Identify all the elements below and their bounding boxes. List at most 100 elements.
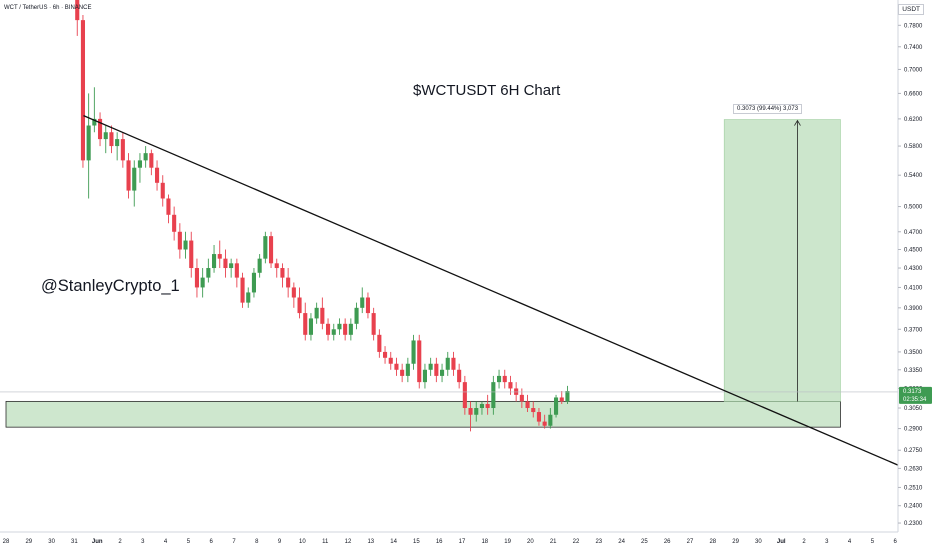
time-tick-label: 24 <box>618 539 625 545</box>
time-tick-label: 27 <box>687 539 694 545</box>
time-tick-label: 12 <box>345 539 352 545</box>
time-tick-label: 28 <box>709 539 716 545</box>
candle-body <box>519 394 524 402</box>
last-price-text: 0.3173 <box>903 389 922 395</box>
candle-body <box>331 329 336 335</box>
chart-title: $WCTUSDT 6H Chart <box>413 82 561 99</box>
candle-body <box>246 292 251 303</box>
price-tick-label: 0.2400 <box>904 504 923 510</box>
candle-body <box>388 357 393 364</box>
time-tick-label: 22 <box>573 539 580 545</box>
author-handle: @StanleyCrypto_1 <box>41 277 180 295</box>
candle-body <box>548 414 553 426</box>
candle-body <box>502 375 507 383</box>
candle-body <box>531 408 536 413</box>
candle-body <box>160 182 165 199</box>
time-tick-label: 13 <box>367 539 374 545</box>
candle-body <box>394 363 399 370</box>
time-tick-label: 31 <box>71 539 78 545</box>
time-tick-label: Jul <box>777 539 786 545</box>
candle-body <box>223 258 228 269</box>
candle-body <box>268 236 274 264</box>
candle-body <box>462 382 467 409</box>
candle-body <box>120 139 125 161</box>
price-tick-label: 0.5400 <box>904 173 923 179</box>
candle-body <box>149 153 154 168</box>
countdown-text: 02:35:34 <box>903 397 927 403</box>
candle-body <box>468 408 473 415</box>
time-tick-label: 30 <box>48 539 55 545</box>
candle-body <box>229 263 234 269</box>
price-tick-label: 0.4300 <box>904 266 923 272</box>
candle-body <box>211 254 217 269</box>
price-tick-label: 0.3900 <box>904 306 923 312</box>
candle-body <box>457 369 462 383</box>
candle-body <box>234 263 239 278</box>
candle-body <box>496 375 502 383</box>
candle-body <box>422 369 428 383</box>
price-tick-label: 0.3350 <box>904 368 923 374</box>
time-tick-label: 6 <box>210 539 214 545</box>
time-tick-label: 23 <box>595 539 602 545</box>
candle-body <box>177 231 182 250</box>
candle-body <box>240 277 245 303</box>
candle-body <box>405 363 410 376</box>
price-tick-label: 0.2750 <box>904 448 923 454</box>
candle-body <box>291 287 296 298</box>
candle-body <box>525 401 530 409</box>
candle-body <box>553 397 559 415</box>
time-axis[interactable]: 28 29 30 31 Jun 2 3 4 5 6 7 8 9 10 11 12 13 14 15 16 17 18 19 2… <box>0 531 898 545</box>
candle-body <box>400 369 405 376</box>
candle-body <box>325 323 331 335</box>
candle-body <box>360 297 365 308</box>
time-tick-label: 5 <box>871 539 875 545</box>
price-tick-label: 0.7000 <box>904 67 923 73</box>
time-tick-label: 5 <box>187 539 191 545</box>
price-tick-label: 0.6200 <box>904 117 923 123</box>
price-axis[interactable]: 0.7800 0.7400 0.7000 0.6600 0.6200 0.5800 0.54… <box>897 0 932 550</box>
candle-body <box>451 357 456 370</box>
candle-body <box>348 323 353 335</box>
candle-body <box>417 340 422 383</box>
candle-body <box>536 412 542 422</box>
time-tick-label: 16 <box>436 539 443 545</box>
candle-body <box>126 160 131 191</box>
time-tick-label: 9 <box>278 539 282 545</box>
chart-zones <box>5 119 841 428</box>
symbol-header[interactable]: WCT / TetherUS · 6h · BINANCE <box>4 5 92 11</box>
price-tick-label: 0.3050 <box>904 406 923 412</box>
candle-body <box>308 318 314 335</box>
time-tick-label: 21 <box>550 539 557 545</box>
candle-body <box>508 382 513 389</box>
time-tick-label: 30 <box>755 539 762 545</box>
price-tick-label: 0.4500 <box>904 248 923 254</box>
price-tick-label: 0.2300 <box>904 521 923 527</box>
time-tick-label: 3 <box>141 539 145 545</box>
candle-body <box>303 313 308 335</box>
candle-body <box>97 118 103 140</box>
chart-lines <box>0 115 903 468</box>
time-tick-label: 10 <box>299 539 306 545</box>
candle-body <box>439 369 445 376</box>
currency-label[interactable]: USDT <box>898 4 924 15</box>
candle-body <box>80 20 86 161</box>
candle-body <box>428 363 433 370</box>
support-zone <box>5 400 841 428</box>
time-tick-label: 3 <box>825 539 829 545</box>
candle-body <box>183 240 188 250</box>
candle-body <box>280 268 285 278</box>
candle-body <box>154 167 160 183</box>
time-tick-label: 7 <box>232 539 236 545</box>
time-tick-label: 2 <box>802 539 806 545</box>
candle-body <box>143 153 148 161</box>
candle-body <box>109 132 114 147</box>
candle-body <box>137 160 143 168</box>
time-tick-label: 29 <box>732 539 739 545</box>
time-tick-label: 4 <box>164 539 168 545</box>
measure-arrow-head <box>794 119 801 126</box>
price-axis-pane <box>898 0 932 550</box>
time-tick-label: 20 <box>527 539 534 545</box>
candle-body <box>217 254 222 259</box>
candle-body <box>479 404 485 409</box>
